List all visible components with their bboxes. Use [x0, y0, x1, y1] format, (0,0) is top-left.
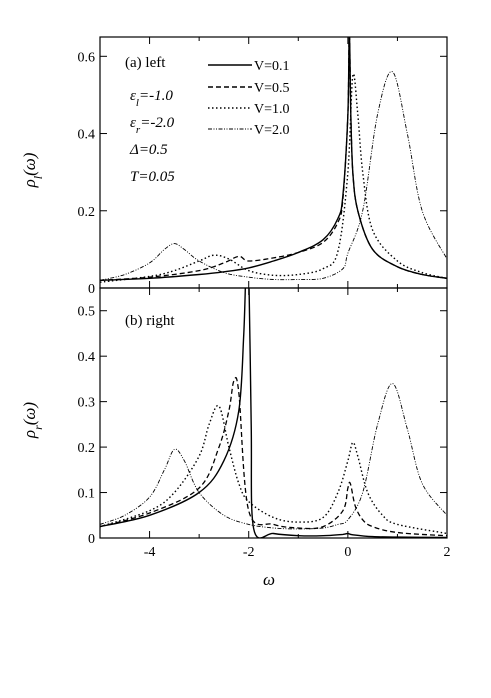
parameter-text: εr=-2.0	[130, 115, 175, 136]
x-tick-label: 2	[444, 545, 451, 560]
y-tick-label: 0.2	[78, 205, 96, 220]
y-axis-label: ρr(ω)	[20, 402, 45, 440]
parameter-text: εl=-1.0	[130, 88, 173, 109]
series-line-v-0-1	[100, 288, 447, 538]
parameter-text: Δ=0.5	[129, 142, 168, 158]
panel-title: (b) right	[125, 313, 175, 329]
legend-label: V=1.0	[254, 102, 290, 117]
panel-left: 0 0.2 0.4 0.6 (a) left ρl(ω)	[20, 36, 448, 297]
y-tick-label: 0.1	[78, 487, 96, 502]
y-tick-label: 0.3	[78, 396, 96, 411]
y-tick-label: 0.5	[78, 305, 96, 320]
series-line-v-2-0	[100, 71, 447, 281]
y-tick-label: 0	[88, 282, 95, 297]
legend-label: V=2.0	[254, 123, 290, 138]
legend: V=0.1 V=0.5 V=1.0 V=2.0	[208, 59, 290, 138]
panel-title: (a) left	[125, 55, 166, 71]
y-tick-label: 0.6	[78, 50, 96, 65]
x-tick-label: -4	[144, 545, 156, 560]
series-line-v-2-0	[100, 383, 447, 530]
series-line-v-0-5	[100, 377, 447, 537]
x-tick-label: 0	[344, 545, 351, 560]
y-tick-label: 0	[88, 532, 95, 547]
x-tick-label: -2	[243, 545, 255, 560]
legend-label: V=0.5	[254, 81, 290, 96]
x-axis-label: ω	[263, 570, 275, 589]
y-tick-label: 0.2	[78, 441, 96, 456]
y-tick-label: 0.4	[78, 128, 96, 143]
parameter-text: T=0.05	[130, 169, 175, 185]
legend-label: V=0.1	[254, 59, 290, 74]
y-axis-label: ρl(ω)	[20, 152, 45, 188]
panel-right: 0 0.1 0.2 0.3 0.4 0.5 -4 -2 0 2 (b) right ρr(ω)	[20, 287, 451, 560]
parameter-list: εl=-1.0 εr=-2.0 Δ=0.5 T=0.05	[129, 88, 175, 185]
series-line-v-1-0	[100, 73, 447, 283]
plot-frame	[99, 287, 448, 539]
series-line-v-0-5	[100, 37, 447, 281]
y-tick-label: 0.4	[78, 350, 96, 365]
plot-frame	[99, 36, 448, 289]
